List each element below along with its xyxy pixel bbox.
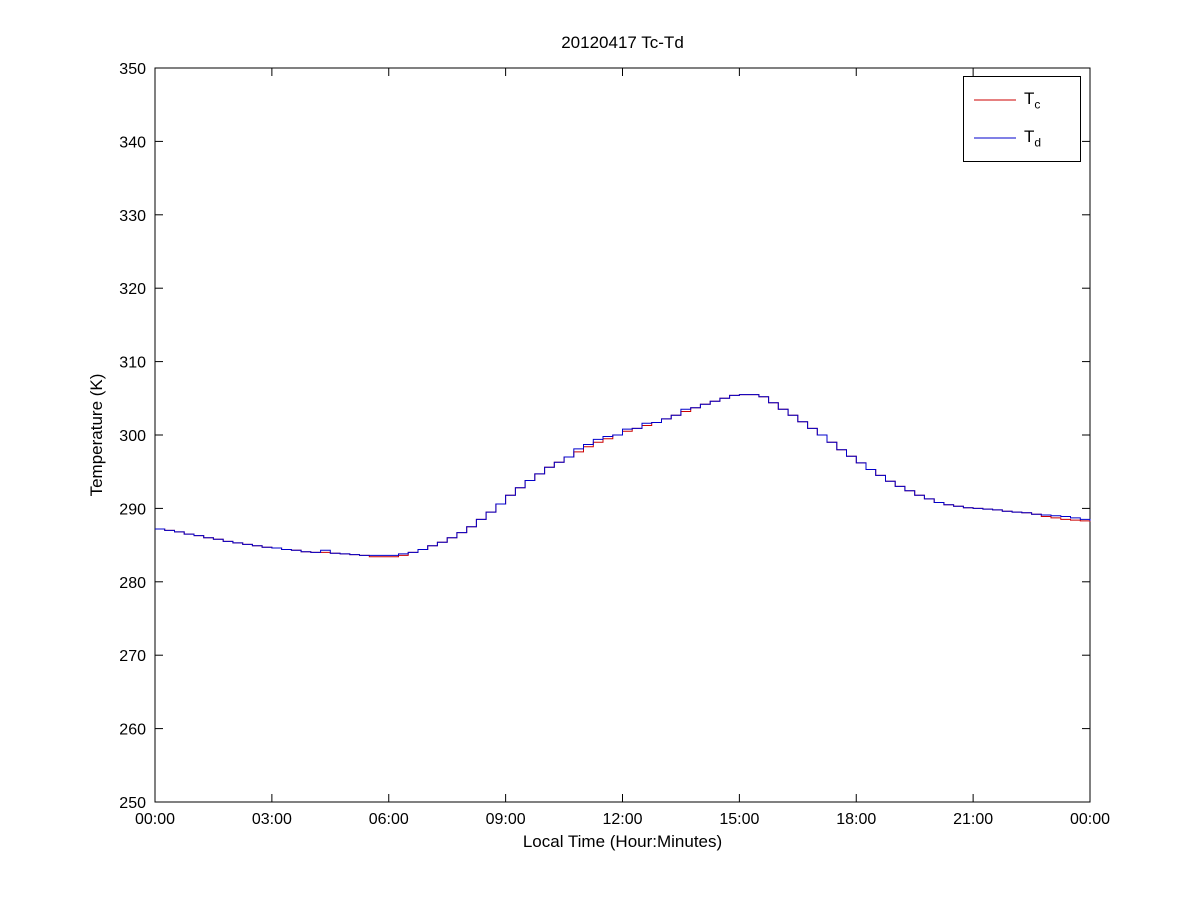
x-tick-label: 12:00 [602,811,642,828]
legend-entry-td: Td [964,127,1080,149]
legend-label-td-sub: d [1034,135,1042,150]
legend-label-tc-sub: c [1034,97,1041,112]
y-tick-label: 260 [119,722,146,739]
legend-label-td: Td [1024,127,1041,149]
y-axis-label: Temperature (K) [87,373,106,497]
series-line-Tc [155,394,1091,558]
x-axis-ticks: 00:00 03:00 06:00 09:00 12:00 15:00 18:00 21:00… [135,68,1110,828]
y-tick-label: 350 [119,61,146,78]
y-tick-label: 300 [119,428,146,445]
x-tick-label: 00:00 [135,811,175,828]
y-tick-label: 330 [119,208,146,225]
legend-label-td-main: T [1024,126,1035,146]
x-tick-label: 15:00 [719,811,759,828]
x-tick-label: 03:00 [252,811,292,828]
x-tick-label: 06:00 [369,811,409,828]
x-tick-label: 21:00 [953,811,993,828]
legend-entry-tc: Tc [964,89,1080,111]
x-axis-label: Local Time (Hour:Minutes) [522,832,723,851]
y-axis-ticks: 250 260 270 280 290 300 310 320 330 340 350 [119,61,1090,812]
y-tick-label: 280 [119,575,146,592]
y-tick-label: 310 [119,355,146,372]
legend-line-sample-tc [974,99,1016,101]
y-tick-label: 340 [119,134,146,151]
legend-label-tc-main: T [1024,88,1035,108]
y-tick-label: 270 [119,648,146,665]
legend-line-sample-td [974,137,1016,139]
y-tick-label: 290 [119,501,146,518]
x-tick-label: 00:00 [1070,811,1110,828]
y-tick-label: 250 [119,795,146,812]
legend: Tc Td [963,76,1081,162]
x-tick-label: 18:00 [836,811,876,828]
series-line-Td [155,394,1091,556]
y-tick-label: 320 [119,281,146,298]
chart-title: 20120417 Tc-Td [561,33,684,52]
x-tick-label: 09:00 [486,811,526,828]
legend-label-tc: Tc [1024,89,1040,111]
